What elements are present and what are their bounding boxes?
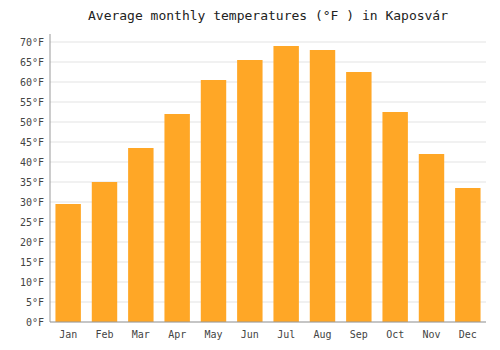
chart: Average monthly temperatures (°F ) in Ka… xyxy=(0,0,500,350)
bar xyxy=(419,154,444,322)
title: Average monthly temperatures (°F ) in Ka… xyxy=(88,8,448,23)
y-tick-label: 40°F xyxy=(20,157,44,168)
x-axis-line xyxy=(50,322,486,323)
y-tick-label: 60°F xyxy=(20,77,44,88)
grid-line xyxy=(50,142,486,143)
bar xyxy=(455,188,480,322)
x-tick-label: Mar xyxy=(132,329,150,340)
bar xyxy=(201,80,226,322)
y-tick-label: 15°F xyxy=(20,257,44,268)
bar xyxy=(55,204,80,322)
x-tick-label: Jun xyxy=(241,329,259,340)
bar xyxy=(273,46,298,322)
chart-container: Average monthly temperatures (°F ) in Ka… xyxy=(0,0,500,350)
y-tick-label: 50°F xyxy=(20,117,44,128)
grid-line xyxy=(50,82,486,83)
x-tick-label: Dec xyxy=(459,329,477,340)
grid-line xyxy=(50,322,486,323)
grid-line xyxy=(50,102,486,103)
y-tick-label: 5°F xyxy=(26,297,44,308)
x-tick-label: Nov xyxy=(422,329,440,340)
y-tick-label: 20°F xyxy=(20,237,44,248)
y-tick-label: 55°F xyxy=(20,97,44,108)
y-axis-line xyxy=(50,34,51,322)
x-tick-label: Oct xyxy=(386,329,404,340)
y-axis: 0°F 5°F 10°F 15°F 20°F 25°F 30°F 35°F 40°F 45°F 50… xyxy=(20,34,50,328)
y-tick-label: 45°F xyxy=(20,137,44,148)
x-tick-label: Feb xyxy=(95,329,113,340)
bar xyxy=(128,148,153,322)
y-tick-label: 25°F xyxy=(20,217,44,228)
bar xyxy=(346,72,371,322)
grid xyxy=(50,42,486,322)
bar xyxy=(164,114,189,322)
x-tick-label: Apr xyxy=(168,329,186,340)
x-tick-label: Jan xyxy=(59,329,77,340)
x-axis: Jan Feb Mar Apr May Jun Jul Aug Sep Oct Nov Dec xyxy=(50,322,486,340)
bar xyxy=(310,50,335,322)
y-tick-label: 0°F xyxy=(26,317,44,328)
y-tick-label: 65°F xyxy=(20,57,44,68)
bar xyxy=(92,182,117,322)
y-tick-label: 30°F xyxy=(20,197,44,208)
bar xyxy=(237,60,262,322)
y-tick-label: 70°F xyxy=(20,37,44,48)
grid-line xyxy=(50,42,486,43)
x-tick-label: Sep xyxy=(350,329,368,340)
y-tick-label: 35°F xyxy=(20,177,44,188)
page: {"chart_data": {"type": "bar", "title": … xyxy=(0,0,500,350)
bar xyxy=(382,112,407,322)
bars xyxy=(55,46,480,322)
x-tick-label: Aug xyxy=(313,329,331,340)
x-tick-label: Jul xyxy=(277,329,295,340)
x-tick-label: May xyxy=(204,329,222,340)
grid-line xyxy=(50,122,486,123)
y-tick-label: 10°F xyxy=(20,277,44,288)
grid-line xyxy=(50,62,486,63)
